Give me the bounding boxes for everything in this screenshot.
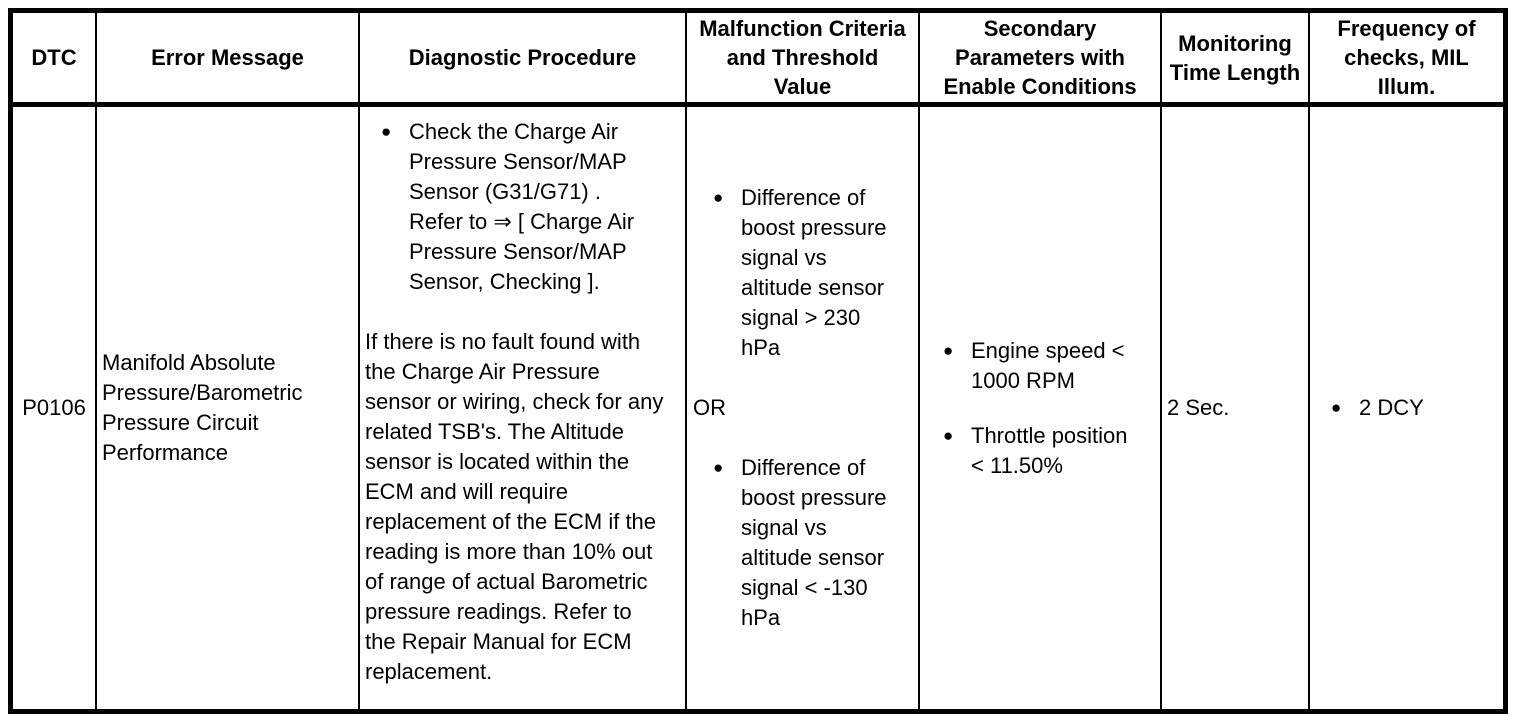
diagnostic-step: ● Check the Charge Air Pressure Sensor/M… [365, 117, 671, 297]
malfunction-condition: ● Difference of boost pressure signal vs… [689, 183, 918, 363]
header-label: Monitoring Time Length [1169, 30, 1301, 85]
secondary-parameter: ● Engine speed < 1000 RPM [920, 336, 1160, 396]
header-error-message: Error Message [97, 13, 360, 107]
malfunction-condition-text: Difference of boost pressure signal vs a… [741, 455, 887, 630]
cell-secondary-parameters: ● Engine speed < 1000 RPM ● Throttle pos… [920, 107, 1162, 709]
cell-monitoring-time: 2 Sec. [1162, 107, 1310, 709]
header-frequency: Frequency of checks, MIL Illum. [1310, 13, 1503, 107]
header-label: Malfunction Criteria and Threshold Value [699, 16, 906, 99]
header-label: Secondary Parameters with Enable Conditi… [943, 16, 1137, 99]
step-reference: Refer to ⇒ [ Charge Air Pressure Sensor/… [409, 209, 635, 294]
cell-frequency: ● 2 DCY [1310, 107, 1503, 709]
bullet-icon: ● [943, 425, 954, 445]
or-operator: OR [693, 395, 726, 420]
cell-error-message: Manifold Absolute Pressure/Barometric Pr… [97, 107, 360, 709]
dtc-code: P0106 [22, 395, 86, 420]
secondary-parameter-text: Throttle position < 11.50% [971, 422, 1128, 478]
error-message-text: Manifold Absolute Pressure/Barometric Pr… [102, 350, 303, 465]
header-malfunction-criteria: Malfunction Criteria and Threshold Value [687, 13, 920, 107]
cell-diagnostic-procedure: ● Check the Charge Air Pressure Sensor/M… [360, 107, 687, 709]
bullet-icon: ● [1331, 398, 1342, 417]
malfunction-condition: ● Difference of boost pressure signal vs… [689, 453, 918, 633]
dtc-table: DTC Error Message Diagnostic Procedure M… [8, 8, 1508, 714]
header-monitoring-time: Monitoring Time Length [1162, 13, 1310, 107]
step-sentence: Check the Charge Air Pressure Sensor/MAP… [409, 119, 627, 204]
malfunction-condition-text: Difference of boost pressure signal vs a… [741, 185, 887, 360]
frequency-item: ● 2 DCY [1310, 393, 1503, 423]
diagnostic-note: If there is no fault found with the Char… [365, 329, 664, 684]
bullet-icon: ● [943, 340, 954, 360]
header-label: Error Message [151, 45, 304, 70]
header-label: Frequency of checks, MIL Illum. [1337, 16, 1476, 99]
monitoring-time-text: 2 Sec. [1167, 395, 1230, 420]
diagnostic-step-text: Check the Charge Air Pressure Sensor/MAP… [409, 117, 671, 297]
secondary-parameter-text: Engine speed < 1000 RPM [971, 337, 1125, 393]
header-secondary-parameters: Secondary Parameters with Enable Conditi… [920, 13, 1162, 107]
header-dtc: DTC [13, 13, 97, 107]
cell-dtc: P0106 [13, 107, 97, 709]
header-label: DTC [31, 45, 77, 70]
cell-malfunction-criteria: ● Difference of boost pressure signal vs… [687, 107, 920, 709]
frequency-text: 2 DCY [1359, 395, 1424, 420]
bullet-icon: ● [381, 122, 392, 141]
header-label: Diagnostic Procedure [408, 45, 637, 70]
header-diagnostic-procedure: Diagnostic Procedure [360, 13, 687, 107]
secondary-parameter: ● Throttle position < 11.50% [920, 421, 1160, 481]
bullet-icon: ● [713, 188, 724, 207]
bullet-icon: ● [713, 458, 724, 477]
